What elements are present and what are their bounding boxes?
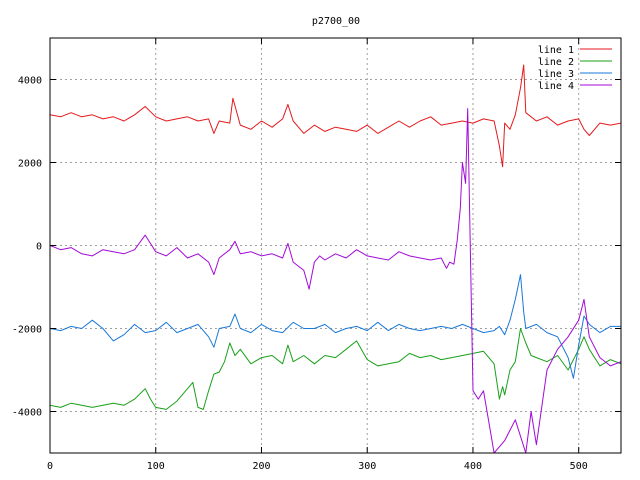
chart-title: p2700_00 (312, 16, 360, 27)
y-tick-label: -4000 (12, 408, 42, 419)
y-tick-label: -2000 (12, 325, 42, 336)
y-tick-label: 2000 (18, 159, 42, 170)
grid-lines (50, 38, 621, 453)
x-tick-label: 100 (147, 461, 165, 472)
x-tick-label: 0 (47, 461, 53, 472)
y-tick-label: 4000 (18, 76, 42, 87)
series-line-4 (50, 108, 621, 453)
y-axis: -4000 -2000 0 2000 4000 (12, 76, 621, 419)
y-tick-label: 0 (36, 242, 42, 253)
legend-label: line 1 (538, 45, 574, 56)
legend-label: line 2 (538, 57, 574, 68)
series-line-1 (50, 64, 621, 168)
x-tick-label: 400 (464, 461, 482, 472)
plot-area (50, 64, 621, 453)
series-line-3 (50, 274, 621, 379)
x-tick-label: 200 (252, 461, 270, 472)
x-tick-label: 500 (570, 461, 588, 472)
legend-label: line 4 (538, 81, 574, 92)
x-axis: 0 100 200 300 400 500 (47, 38, 588, 472)
series-line-2 (50, 328, 621, 410)
x-tick-label: 300 (358, 461, 376, 472)
legend-label: line 3 (538, 69, 574, 80)
